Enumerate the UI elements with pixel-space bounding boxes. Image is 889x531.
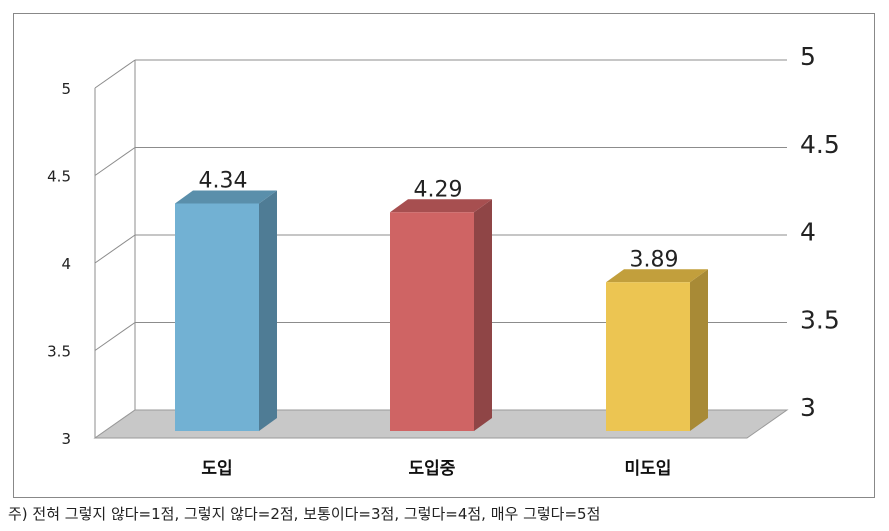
left-tick-label: 4.5: [47, 168, 71, 186]
labels-layer: 3 3.5 4 4.5 5 3 3.5 4 4.5 5 4.34 도입 4.29 도입중 3.89 미도입: [47, 42, 840, 479]
left-tick-label: 5: [61, 80, 71, 98]
right-tick-label: 4: [800, 218, 816, 247]
data-label: 4.34: [199, 169, 248, 194]
footnote: 주) 전혀 그렇지 않다=1점, 그렇지 않다=2점, 보통이다=3점, 그렇다…: [8, 505, 601, 523]
data-label: 4.29: [414, 177, 463, 202]
right-tick-label: 3: [800, 393, 816, 422]
bar-top: [390, 199, 492, 213]
category-label: 미도입: [625, 459, 672, 479]
right-tick-label: 5: [800, 42, 816, 71]
bar: [390, 212, 474, 431]
left-tick-label: 4: [61, 255, 71, 273]
gridline-diagonal: [94, 147, 136, 176]
bar-top: [175, 190, 277, 204]
bar-top: [606, 269, 708, 283]
left-tick-label: 3.5: [47, 343, 71, 361]
right-tick-label: 3.5: [800, 305, 840, 334]
right-tick-label: 4.5: [800, 130, 840, 159]
bar-side: [474, 199, 492, 431]
category-label: 도입: [201, 459, 232, 479]
bar-side: [259, 190, 277, 431]
data-label: 3.89: [630, 247, 679, 272]
bar: [606, 282, 690, 431]
left-tick-label: 3: [61, 430, 71, 448]
bar-side: [690, 269, 708, 431]
bar: [175, 203, 259, 431]
gridline-diagonal: [94, 234, 136, 264]
bars-layer: [175, 190, 708, 431]
category-label: 도입중: [409, 459, 456, 479]
gridline-diagonal: [94, 59, 136, 89]
gridline-diagonal: [94, 322, 136, 351]
